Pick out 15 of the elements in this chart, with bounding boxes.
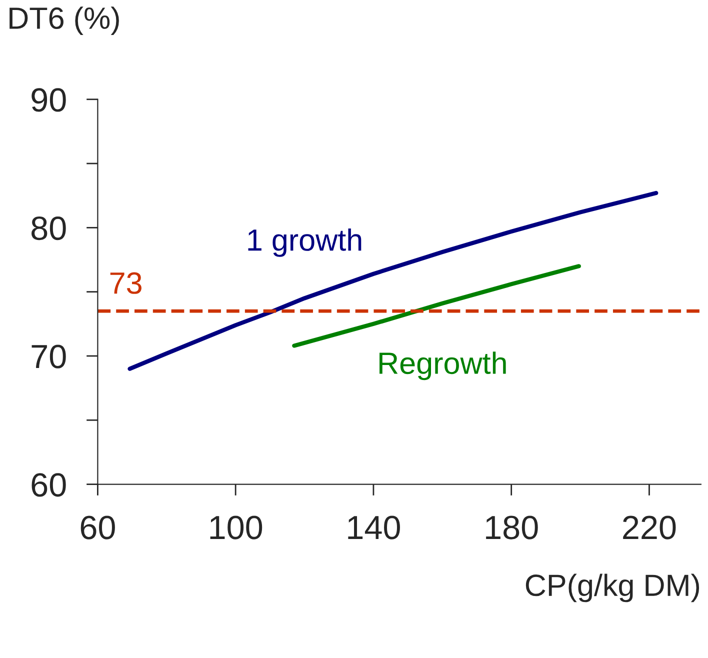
y-axis-title: DT6 (%)	[10, 6, 119, 36]
ref-line-label: 73	[110, 272, 142, 294]
x-tick-label: 180	[486, 516, 538, 540]
y-tick-label: 70	[32, 344, 66, 368]
x-tick-label: 220	[623, 516, 676, 540]
x-tick-label: 60	[80, 516, 115, 540]
series-label: 1 growth	[248, 228, 362, 257]
y-tick-label: 60	[32, 473, 66, 497]
x-axis-title: CP(g/kg DM)	[526, 574, 700, 602]
x-tick-label: 140	[348, 516, 400, 540]
y-tick-label: 80	[32, 216, 66, 240]
x-tick-label: 100	[210, 516, 262, 540]
line-series	[292, 264, 581, 348]
y-tick-label: 90	[32, 88, 66, 112]
series-label: Regrowth	[380, 352, 506, 380]
